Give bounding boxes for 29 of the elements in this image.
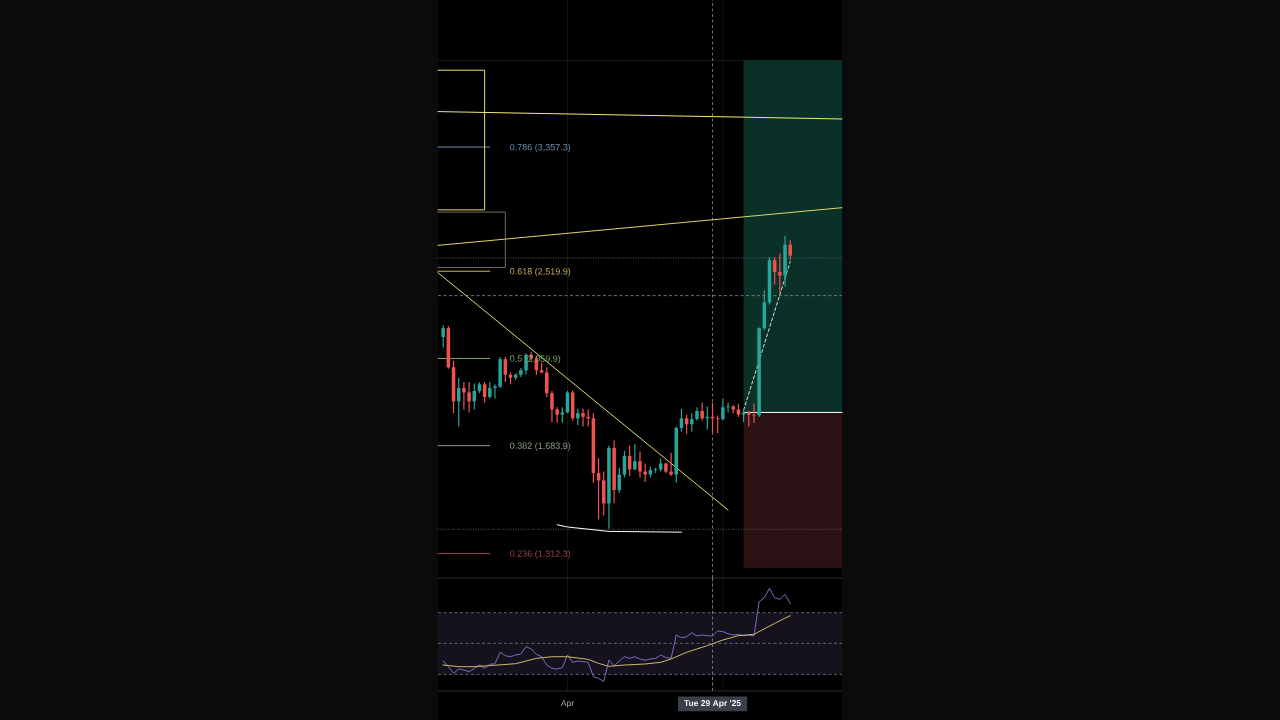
annotation: (1,312.3) — [535, 550, 571, 559]
y-tick-label: 0.5 — [510, 355, 522, 362]
y-tick-label: 0.786 — [510, 143, 532, 151]
candlestick — [643, 462, 647, 483]
candlestick — [555, 406, 559, 424]
x-tick-label: Tue 29 Apr '25 — [684, 700, 741, 708]
candlestick — [441, 324, 445, 348]
candlestick — [550, 390, 554, 423]
candlestick — [638, 451, 642, 479]
annotation: (1,683.9) — [535, 442, 571, 451]
candlestick — [545, 366, 549, 398]
candlestick — [462, 381, 466, 411]
candlestick — [669, 452, 673, 477]
candlestick — [721, 397, 725, 422]
annotation: (3,357.3) — [535, 143, 571, 153]
line-series — [556, 524, 682, 533]
x-tick-label: Apr — [560, 700, 574, 708]
candlestick — [690, 412, 694, 433]
candlestick — [601, 470, 606, 516]
candlestick — [633, 443, 637, 471]
y-tick-label: 0.382 — [510, 442, 532, 449]
annotation: (2,519.9) — [535, 267, 571, 277]
candlestick — [467, 381, 471, 414]
candlestick — [778, 252, 782, 294]
y-tick-label: 0.236 — [510, 550, 532, 557]
candlestick — [788, 239, 792, 261]
candlestick — [576, 408, 580, 426]
y-tick-label: 0.618 — [510, 268, 532, 275]
candlestick — [581, 408, 585, 428]
